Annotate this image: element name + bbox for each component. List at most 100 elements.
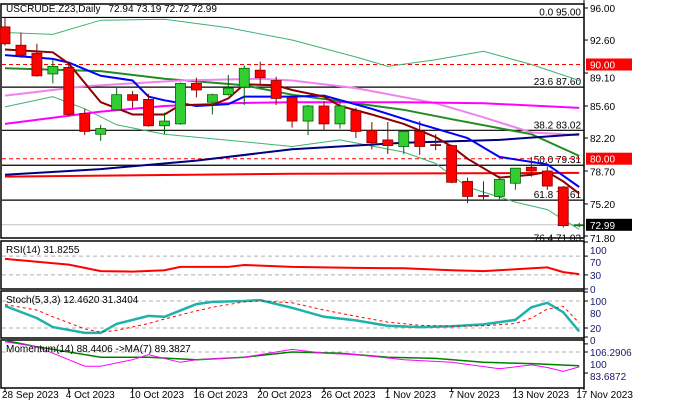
bearish-candle [478,195,489,197]
momentum-label: Momentum(14) 88.4406 ->MA(7) 89.3827 [6,344,191,355]
bearish-candle [286,97,298,122]
bb-middle-line [4,67,580,157]
rsi-line [4,257,580,276]
momentum-tick-label: 106.2906 [590,348,632,359]
bb-upper-line [4,18,580,81]
price-tick-label: 71.80 [590,234,615,245]
bearish-candle [462,180,473,197]
time-tick-label: 4 Oct 2023 [66,390,115,400]
stochastic-panel[interactable]: Stoch(5,3,3) 12.4620 31.3404 [0,290,585,339]
fib-level-label: 76.4 71.03 [534,233,582,244]
bullish-candle [238,67,250,88]
alert-price-label: 90.00 [590,61,615,72]
fib-level-label: 38.2 83.02 [534,120,582,131]
fib-level-label: 61.8 75.61 [534,190,582,201]
stoch-label: Stoch(5,3,3) 12.4620 31.3404 [6,295,139,306]
price-tick-label: 96.00 [590,4,615,15]
bearish-candle [31,52,43,77]
stoch-tick-label: 0 [590,336,596,347]
stoch-tick-label: 100 [590,297,607,308]
price-tick-label: 78.70 [590,168,615,179]
momentum-ma-line [4,339,580,367]
momentum-tick-label: 100 [590,360,607,371]
bearish-candle [557,186,569,227]
bullish-candle [302,105,314,122]
bearish-candle [254,69,266,79]
current-price-label: 72.99 [590,221,615,232]
time-tick-label: 7 Nov 2023 [449,390,501,400]
bb-lower-line [4,96,580,230]
ma-violet-line [4,77,580,137]
bearish-candle [63,66,75,115]
alert-price-badge [586,152,632,165]
bullish-candle [206,94,218,103]
time-tick-label: 20 Oct 2023 [257,390,312,400]
bearish-candle [127,94,138,101]
bullish-candle [334,105,346,125]
momentum-panel[interactable]: Momentum(14) 88.4406 ->MA(7) 89.3827 [0,339,585,389]
ma-magenta-line [4,101,580,125]
time-tick-label: 28 Sep 2023 [2,390,59,400]
rsi-tick-label: 0 [590,285,596,296]
price-tick-label: 92.60 [590,36,615,47]
bearish-candle [318,105,330,125]
mom-panel-frame [0,339,585,389]
stoch-tick-label: 20 [590,324,602,335]
stoch-signal-line [4,300,580,333]
bearish-candle [270,80,282,99]
price-tick-label: 82.20 [590,134,615,145]
bearish-candle [79,113,91,132]
stoch-tick-label: 80 [590,309,602,320]
price-tick-label: 89.10 [590,74,615,85]
bullish-candle [95,128,107,135]
alert-price-badge [586,58,632,71]
bullish-candle [111,94,123,111]
bullish-candle [159,120,170,127]
rsi-tick-label: 30 [590,271,602,282]
bullish-candle [222,87,234,96]
bearish-candle [15,44,27,56]
bullish-candle [494,179,505,197]
fib-level-label: 0.0 95.00 [539,7,581,18]
ma-200-navy-line [4,133,580,176]
bearish-candle [0,26,11,45]
bullish-candle [509,167,521,184]
bearish-candle [541,170,553,187]
rsi-tick-label: 100 [590,246,607,257]
bullish-candle [175,82,186,125]
ema-blue-line [4,54,580,188]
ma-100-red-line [4,171,580,178]
bearish-candle [143,98,154,127]
ohlc-readout: 72.94 73.19 72.72 72.99 [109,4,218,15]
rsi-panel-frame [0,240,585,290]
bearish-candle [525,166,537,172]
time-tick-label: 1 Nov 2023 [385,390,437,400]
time-tick-label: 13 Nov 2023 [512,390,569,400]
rsi-tick-label: 70 [590,258,602,269]
rsi-label: RSI(14) 31.8255 [6,245,80,256]
price-tick-label: 85.60 [590,102,615,113]
bearish-candle [382,139,394,146]
price-panel[interactable]: 0.0 95.00 23.6 87.60 38.2 83.02 50.0 79.31 6… [0,3,585,244]
alert-price-label: 80.00 [590,155,615,166]
current-price-badge [586,218,632,231]
fib-level-label: 23.6 87.60 [534,77,582,88]
bullish-candle [47,66,59,75]
price-tick-label: 75.20 [590,200,615,211]
bearish-candle [414,131,426,147]
time-axis: 28 Sep 2023 4 Oct 2023 10 Oct 2023 16 Oct 2… [2,388,633,401]
time-tick-label: 26 Oct 2023 [321,390,376,400]
bullish-candle [573,224,585,227]
bearish-candle [446,145,458,183]
bearish-candle [366,130,378,144]
stoch-panel-frame [0,290,585,339]
fib-level-label: 50.0 79.31 [534,155,582,166]
bearish-candle [190,82,202,91]
momentum-line [4,341,580,372]
rsi-panel[interactable]: RSI(14) 31.8255 [0,240,585,290]
time-tick-label: 17 Nov 2023 [576,390,633,400]
time-tick-label: 10 Oct 2023 [130,390,185,400]
stoch-main-line [4,298,581,335]
bearish-candle [430,144,442,147]
